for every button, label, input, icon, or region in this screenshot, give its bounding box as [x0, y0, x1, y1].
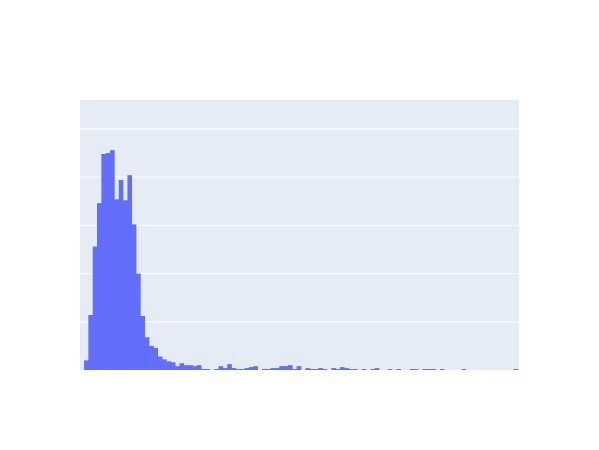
histogram-bar	[274, 368, 280, 370]
histogram-bar	[396, 369, 402, 370]
histogram-bar	[235, 369, 241, 370]
histogram-bar	[214, 369, 219, 370]
histogram-bar	[348, 369, 354, 370]
histogram-bar	[110, 150, 115, 370]
bars	[84, 150, 519, 370]
histogram-bar	[196, 365, 202, 370]
histogram-bar	[201, 369, 206, 370]
histogram-bar	[131, 224, 137, 370]
histogram-bar	[335, 369, 341, 370]
histogram-bar	[175, 366, 180, 370]
histogram-bar	[248, 367, 254, 370]
histogram-bar	[409, 369, 415, 370]
histogram-bar	[179, 363, 185, 370]
histogram-bar	[231, 368, 237, 370]
histogram-bar	[322, 369, 328, 370]
histogram-bar	[157, 356, 163, 370]
histogram-bar	[374, 368, 380, 370]
histogram-bar	[287, 365, 293, 370]
histogram-bar	[101, 154, 106, 370]
histogram-bar	[188, 365, 193, 370]
histogram-bar	[123, 200, 128, 370]
histogram-bar	[114, 199, 120, 370]
histogram-bar	[370, 369, 376, 370]
histogram-bar	[361, 369, 367, 370]
histogram-bar	[149, 345, 154, 370]
histogram-bar	[426, 369, 432, 370]
histogram-bar	[439, 369, 445, 370]
histogram-bar	[144, 337, 150, 370]
histogram-bar	[314, 369, 319, 370]
histogram-bar	[461, 369, 467, 370]
histogram-bar	[292, 369, 297, 370]
histogram-bar	[166, 361, 172, 370]
histogram-bar	[140, 316, 146, 370]
histogram-bar	[92, 246, 98, 370]
histogram-bar	[136, 273, 141, 370]
histogram-bar	[261, 369, 267, 370]
histogram-bar	[413, 369, 419, 370]
histogram-bar	[105, 153, 111, 370]
histogram-bar	[88, 315, 93, 370]
histogram-bar	[340, 367, 345, 370]
histogram-bar	[431, 369, 436, 370]
histogram-bar	[84, 360, 89, 370]
histogram-bar	[270, 368, 276, 370]
histogram-bar	[353, 369, 358, 370]
histogram-bar	[279, 366, 284, 370]
histogram-bar	[192, 366, 198, 370]
histogram-bar	[422, 369, 428, 370]
histogram-bar	[331, 368, 337, 370]
histogram-bar	[205, 369, 211, 370]
histogram-bar	[97, 203, 102, 370]
histogram-bar	[227, 364, 232, 370]
histogram-bar	[344, 368, 350, 370]
histogram-bar	[244, 368, 250, 370]
histogram-bar	[253, 366, 258, 370]
histogram-bar	[296, 366, 302, 370]
histogram-bar	[513, 369, 519, 370]
histogram-bar	[127, 175, 133, 370]
plot-background	[80, 100, 519, 370]
histogram-bar	[318, 368, 323, 370]
histogram-bar	[309, 369, 315, 370]
histogram-bar	[222, 368, 228, 370]
histogram-bar	[170, 362, 176, 370]
histogram-bar	[240, 369, 245, 370]
histogram-bar	[153, 347, 159, 370]
histogram-bar	[283, 366, 289, 370]
histogram-bar	[183, 365, 189, 370]
histogram-bar	[162, 359, 167, 370]
gridlines	[80, 128, 519, 323]
histogram-bar	[305, 368, 310, 370]
histogram-bar	[218, 366, 224, 370]
histogram-bar	[387, 369, 393, 370]
histogram-bar	[118, 180, 124, 370]
histogram-bar	[266, 369, 271, 370]
